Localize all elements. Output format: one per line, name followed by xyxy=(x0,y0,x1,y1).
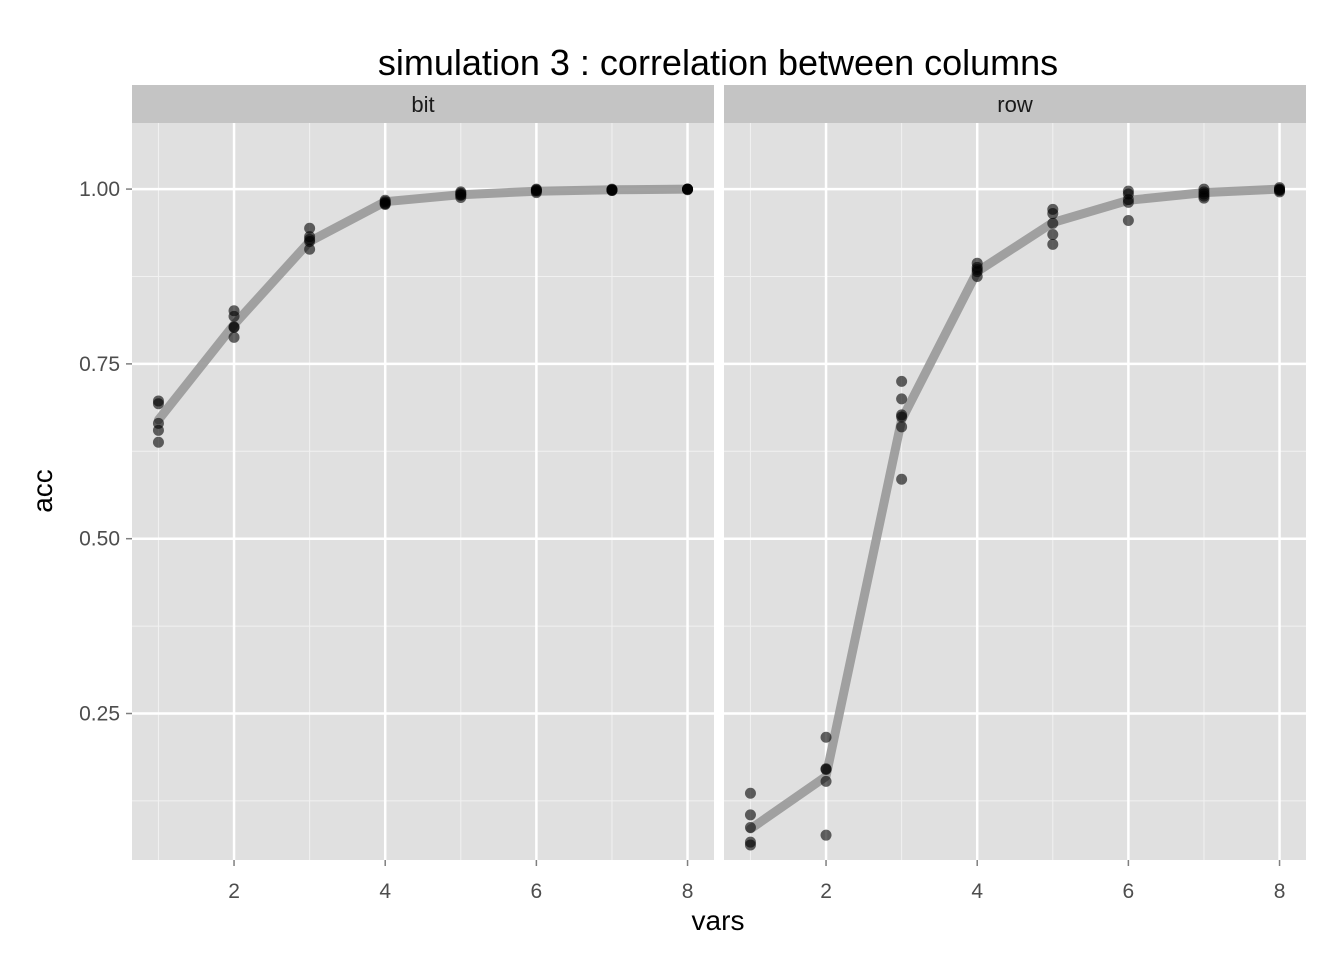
x-tick-label: 4 xyxy=(379,880,391,903)
data-point xyxy=(896,473,908,485)
y-tick-label: 0.75 xyxy=(79,353,120,376)
data-point xyxy=(1047,229,1059,241)
data-point xyxy=(1122,215,1134,227)
data-point xyxy=(896,411,908,423)
data-point xyxy=(682,184,694,196)
data-point xyxy=(455,191,467,203)
data-point xyxy=(971,270,983,282)
panel-background xyxy=(132,123,714,860)
smooth-line xyxy=(154,184,692,425)
data-point xyxy=(379,198,391,210)
data-point xyxy=(152,398,164,410)
y-tick-label: 1.00 xyxy=(79,178,120,201)
data-point xyxy=(228,322,240,334)
y-tick-label: 0.25 xyxy=(79,703,120,726)
data-point xyxy=(820,763,832,775)
facet-panel-row: row 2 4 6 8 xyxy=(724,85,1306,903)
data-point xyxy=(820,731,832,743)
x-tick-label: 8 xyxy=(1274,880,1286,903)
facets-layer: bit 2 4 6 8 0.25 0.50 0.75 1.00 row 2 4 6 8 xyxy=(79,85,1306,903)
data-point xyxy=(304,222,316,234)
data-point xyxy=(1047,217,1059,229)
data-point xyxy=(228,310,240,322)
data-point xyxy=(744,839,756,851)
x-tick-label: 6 xyxy=(531,880,543,903)
data-point xyxy=(744,787,756,799)
data-point xyxy=(1274,186,1286,198)
x-tick-label: 2 xyxy=(228,880,240,903)
x-tick-label: 6 xyxy=(1123,880,1135,903)
data-point xyxy=(1122,196,1134,208)
x-tick-label: 8 xyxy=(682,880,694,903)
data-point xyxy=(606,184,618,196)
data-point xyxy=(304,243,316,255)
y-axis-title: acc xyxy=(27,469,58,513)
data-point xyxy=(228,331,240,343)
data-point xyxy=(896,375,908,387)
data-point xyxy=(304,236,316,248)
data-point xyxy=(896,421,908,433)
data-point xyxy=(1047,208,1059,220)
facet-strip-label: row xyxy=(997,92,1033,117)
data-point xyxy=(744,809,756,821)
facet-panel-bit: bit 2 4 6 8 0.25 0.50 0.75 1.00 xyxy=(79,85,714,903)
data-point xyxy=(820,829,832,841)
data-point xyxy=(744,821,756,833)
smooth-line xyxy=(746,184,1284,834)
data-point xyxy=(820,775,832,787)
data-point xyxy=(530,187,542,199)
x-axis-title: vars xyxy=(692,905,745,936)
facet-strip-background xyxy=(724,85,1306,123)
data-point xyxy=(896,393,908,405)
facet-strip-label: bit xyxy=(411,92,434,117)
x-tick-label: 2 xyxy=(820,880,832,903)
x-tick-label: 4 xyxy=(971,880,983,903)
facet-strip-background xyxy=(132,85,714,123)
data-point xyxy=(1198,192,1210,204)
data-point xyxy=(1047,238,1059,250)
data-point xyxy=(152,436,164,448)
panel-background xyxy=(724,123,1306,860)
data-point xyxy=(152,424,164,436)
y-tick-label: 0.50 xyxy=(79,528,120,551)
chart-title: simulation 3 : correlation between colum… xyxy=(378,42,1058,83)
